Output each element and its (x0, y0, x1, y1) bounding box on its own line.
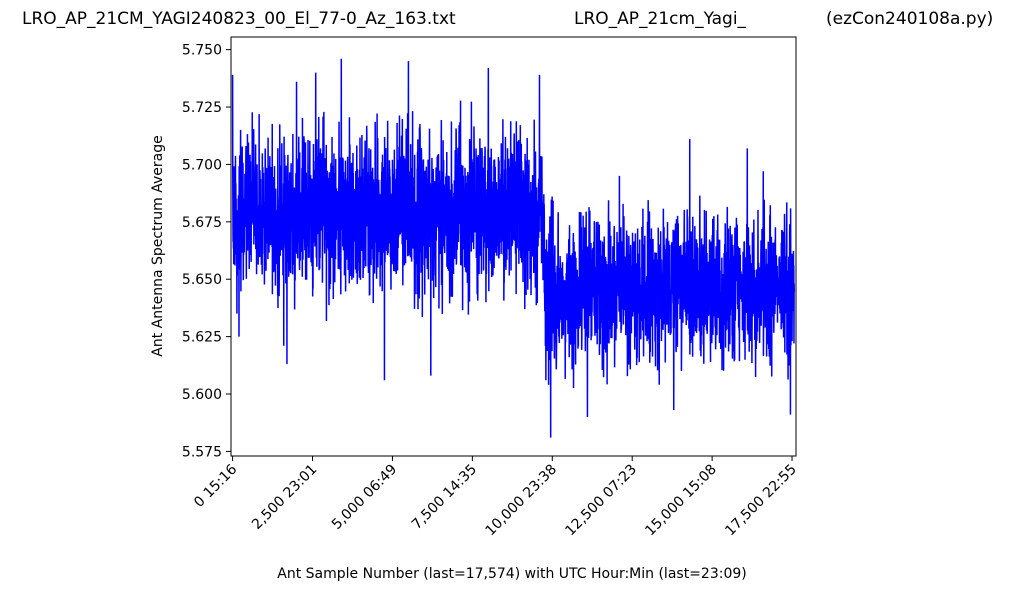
file-name-title: LRO_AP_21CM_YAGI240823_00_El_77-0_Az_163… (22, 9, 456, 29)
x-tick-label: 10,000 23:38 (482, 462, 560, 540)
x-tick-label: 7,500 14:35 (409, 462, 480, 533)
antenna-title: LRO_AP_21cm_Yagi_ (574, 9, 747, 29)
x-tick-label: 5,000 06:49 (329, 462, 400, 533)
y-tick-label: 5.625 (182, 330, 222, 346)
y-tick-label: 5.675 (182, 215, 222, 231)
plot-area-frame (230, 36, 797, 457)
y-tick-label: 5.725 (182, 100, 222, 116)
y-tick-label: 5.600 (182, 387, 222, 403)
x-tick-label: 2,500 23:01 (249, 462, 320, 533)
x-tick-label: 12,500 07:23 (562, 462, 640, 540)
x-axis-label: Ant Sample Number (last=17,574) with UTC… (277, 566, 746, 582)
x-tick-label: 15,000 15:08 (642, 462, 720, 540)
y-tick-label: 5.575 (182, 444, 222, 460)
y-tick-label: 5.700 (182, 157, 222, 173)
y-axis-label: Ant Antenna Spectrum Average (150, 135, 166, 357)
x-tick-label: 0 15:16 (191, 461, 240, 510)
y-tick-label: 5.750 (182, 43, 222, 59)
y-tick-label: 5.650 (182, 272, 222, 288)
x-tick-label: 17,500 22:55 (722, 462, 800, 540)
series-line-0 (231, 58, 796, 438)
program-version-title: (ezCon240108a.py) (826, 9, 994, 29)
